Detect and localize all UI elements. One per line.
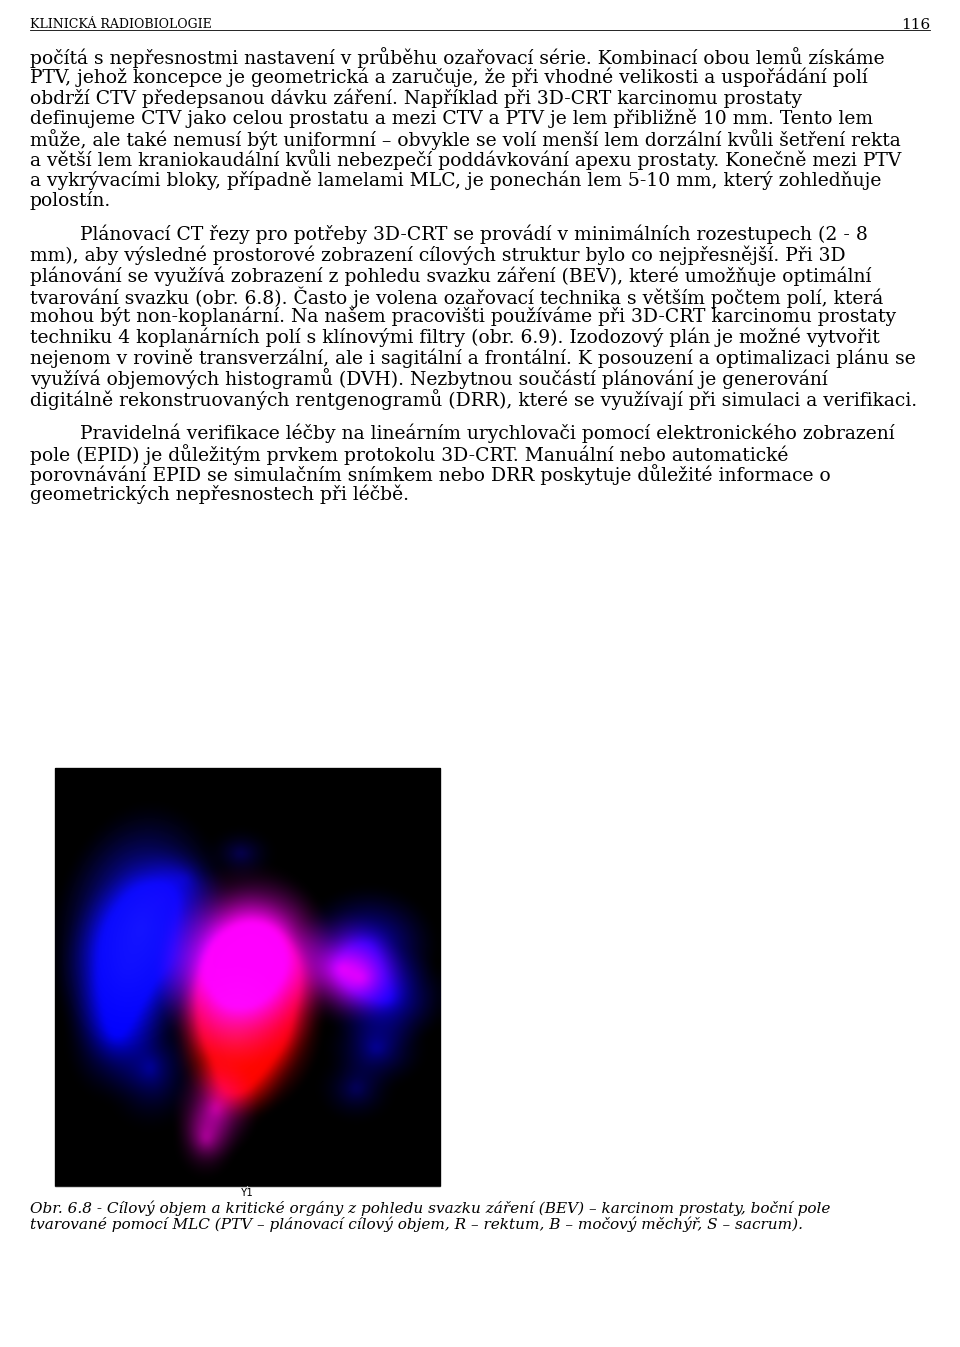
Text: a vykrývacími bloky, případně lamelami MLC, je ponechán lem 5-10 mm, který zohle: a vykrývacími bloky, případně lamelami M… bbox=[30, 170, 881, 190]
Text: B: B bbox=[356, 954, 370, 973]
Text: počítá s nepřesnostmi nastavení v průběhu ozařovací série. Kombinací obou lemů z: počítá s nepřesnostmi nastavení v průběh… bbox=[30, 47, 884, 67]
Text: geometrických nepřesnostech při léčbě.: geometrických nepřesnostech při léčbě. bbox=[30, 485, 409, 505]
Text: může, ale také nemusí být uniformní – obvykle se volí menší lem dorzální kvůli š: může, ale také nemusí být uniformní – ob… bbox=[30, 129, 900, 150]
Text: KLINICKÁ RADIOBIOLOGIE: KLINICKÁ RADIOBIOLOGIE bbox=[30, 18, 212, 31]
Text: a větší lem kraniokaudální kvůli nebezpečí poddávkování apexu prostaty. Konečně : a větší lem kraniokaudální kvůli nebezpe… bbox=[30, 150, 901, 171]
Text: techniku 4 koplanárních polí s klínovými filtry (obr. 6.9). Izodozový plán je mo: techniku 4 koplanárních polí s klínovými… bbox=[30, 327, 879, 348]
Text: polostín.: polostín. bbox=[30, 190, 111, 210]
Text: Pravidelná verifikace léčby na lineárním urychlovači pomocí elektronického zobra: Pravidelná verifikace léčby na lineárním… bbox=[80, 423, 895, 443]
Text: R: R bbox=[199, 1117, 207, 1130]
Text: X1: X1 bbox=[138, 1001, 151, 1012]
Text: obdrží CTV předepsanou dávku záření. Například při 3D-CRT karcinomu prostaty: obdrží CTV předepsanou dávku záření. Nap… bbox=[30, 88, 802, 108]
Text: PTV: PTV bbox=[238, 1056, 273, 1070]
Text: nejenom v rovině transverzální, ale i sagitální a frontální. K posouzení a optim: nejenom v rovině transverzální, ale i sa… bbox=[30, 348, 916, 368]
Text: mm), aby výsledné prostorové zobrazení cílových struktur bylo co nejpřesnější. P: mm), aby výsledné prostorové zobrazení c… bbox=[30, 245, 846, 265]
Text: Y2: Y2 bbox=[250, 832, 262, 843]
Text: 116: 116 bbox=[900, 18, 930, 32]
Text: Obr. 6.8 - Cílový objem a kritické orgány z pohledu svazku záření (BEV) – karcin: Obr. 6.8 - Cílový objem a kritické orgán… bbox=[30, 1202, 830, 1216]
Text: využívá objemových histogramů (DVH). Nezbytnou součástí plánování je generování: využívá objemových histogramů (DVH). Nez… bbox=[30, 369, 828, 389]
Text: Plánovací CT řezy pro potřeby 3D-CRT se provádí v minimálních rozestupech (2 - 8: Plánovací CT řezy pro potřeby 3D-CRT se … bbox=[80, 225, 868, 245]
Text: PTV, jehož koncepce je geometrická a zaručuje, že při vhodné velikosti a uspořád: PTV, jehož koncepce je geometrická a zar… bbox=[30, 67, 868, 88]
Text: S: S bbox=[101, 954, 113, 973]
Text: mohou být non-koplanární. Na našem pracovišti používáme při 3D-CRT karcinomu pro: mohou být non-koplanární. Na našem praco… bbox=[30, 307, 896, 326]
Text: tvarované pomocí MLC (PTV – plánovací cílový objem, R – rektum, B – močový měchý: tvarované pomocí MLC (PTV – plánovací cí… bbox=[30, 1216, 803, 1233]
Text: pole (EPID) je důležitým prvkem protokolu 3D-CRT. Manuální nebo automatické: pole (EPID) je důležitým prvkem protokol… bbox=[30, 445, 788, 465]
Text: X2: X2 bbox=[389, 1001, 401, 1012]
Text: Y1: Y1 bbox=[241, 1188, 253, 1197]
Text: definujeme CTV jako celou prostatu a mezi CTV a PTV je lem přibližně 10 mm. Tent: definujeme CTV jako celou prostatu a mez… bbox=[30, 109, 873, 128]
Text: porovnávání EPID se simulačním snímkem nebo DRR poskytuje důležité informace o: porovnávání EPID se simulačním snímkem n… bbox=[30, 465, 830, 485]
Text: plánování se využívá zobrazení z pohledu svazku záření (BEV), které umožňuje opt: plánování se využívá zobrazení z pohledu… bbox=[30, 265, 872, 286]
Text: tvarování svazku (obr. 6.8). Často je volena ozařovací technika s větším počtem : tvarování svazku (obr. 6.8). Často je vo… bbox=[30, 287, 883, 308]
Bar bbox=[55, 768, 440, 1185]
Bar bbox=[155, 841, 385, 1146]
Text: digitálně rekonstruovaných rentgenogramů (DRR), které se využívají při simulaci : digitálně rekonstruovaných rentgenogramů… bbox=[30, 389, 917, 409]
